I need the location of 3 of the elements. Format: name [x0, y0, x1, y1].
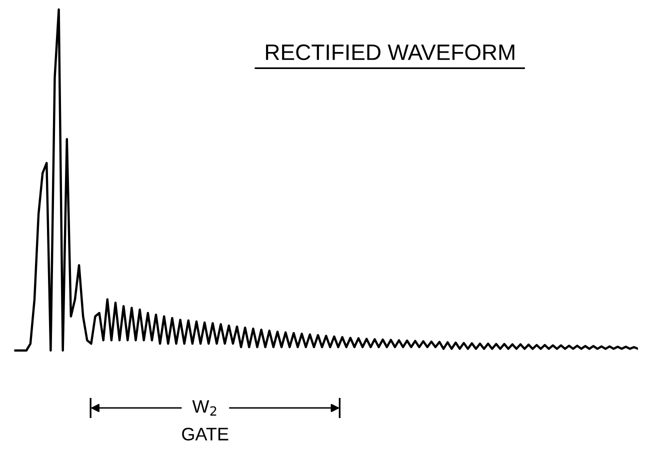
text: GATE	[182, 428, 228, 440]
text: W$_{2}$	[192, 400, 216, 416]
text: RECTIFIED WAVEFORM	[266, 44, 514, 60]
